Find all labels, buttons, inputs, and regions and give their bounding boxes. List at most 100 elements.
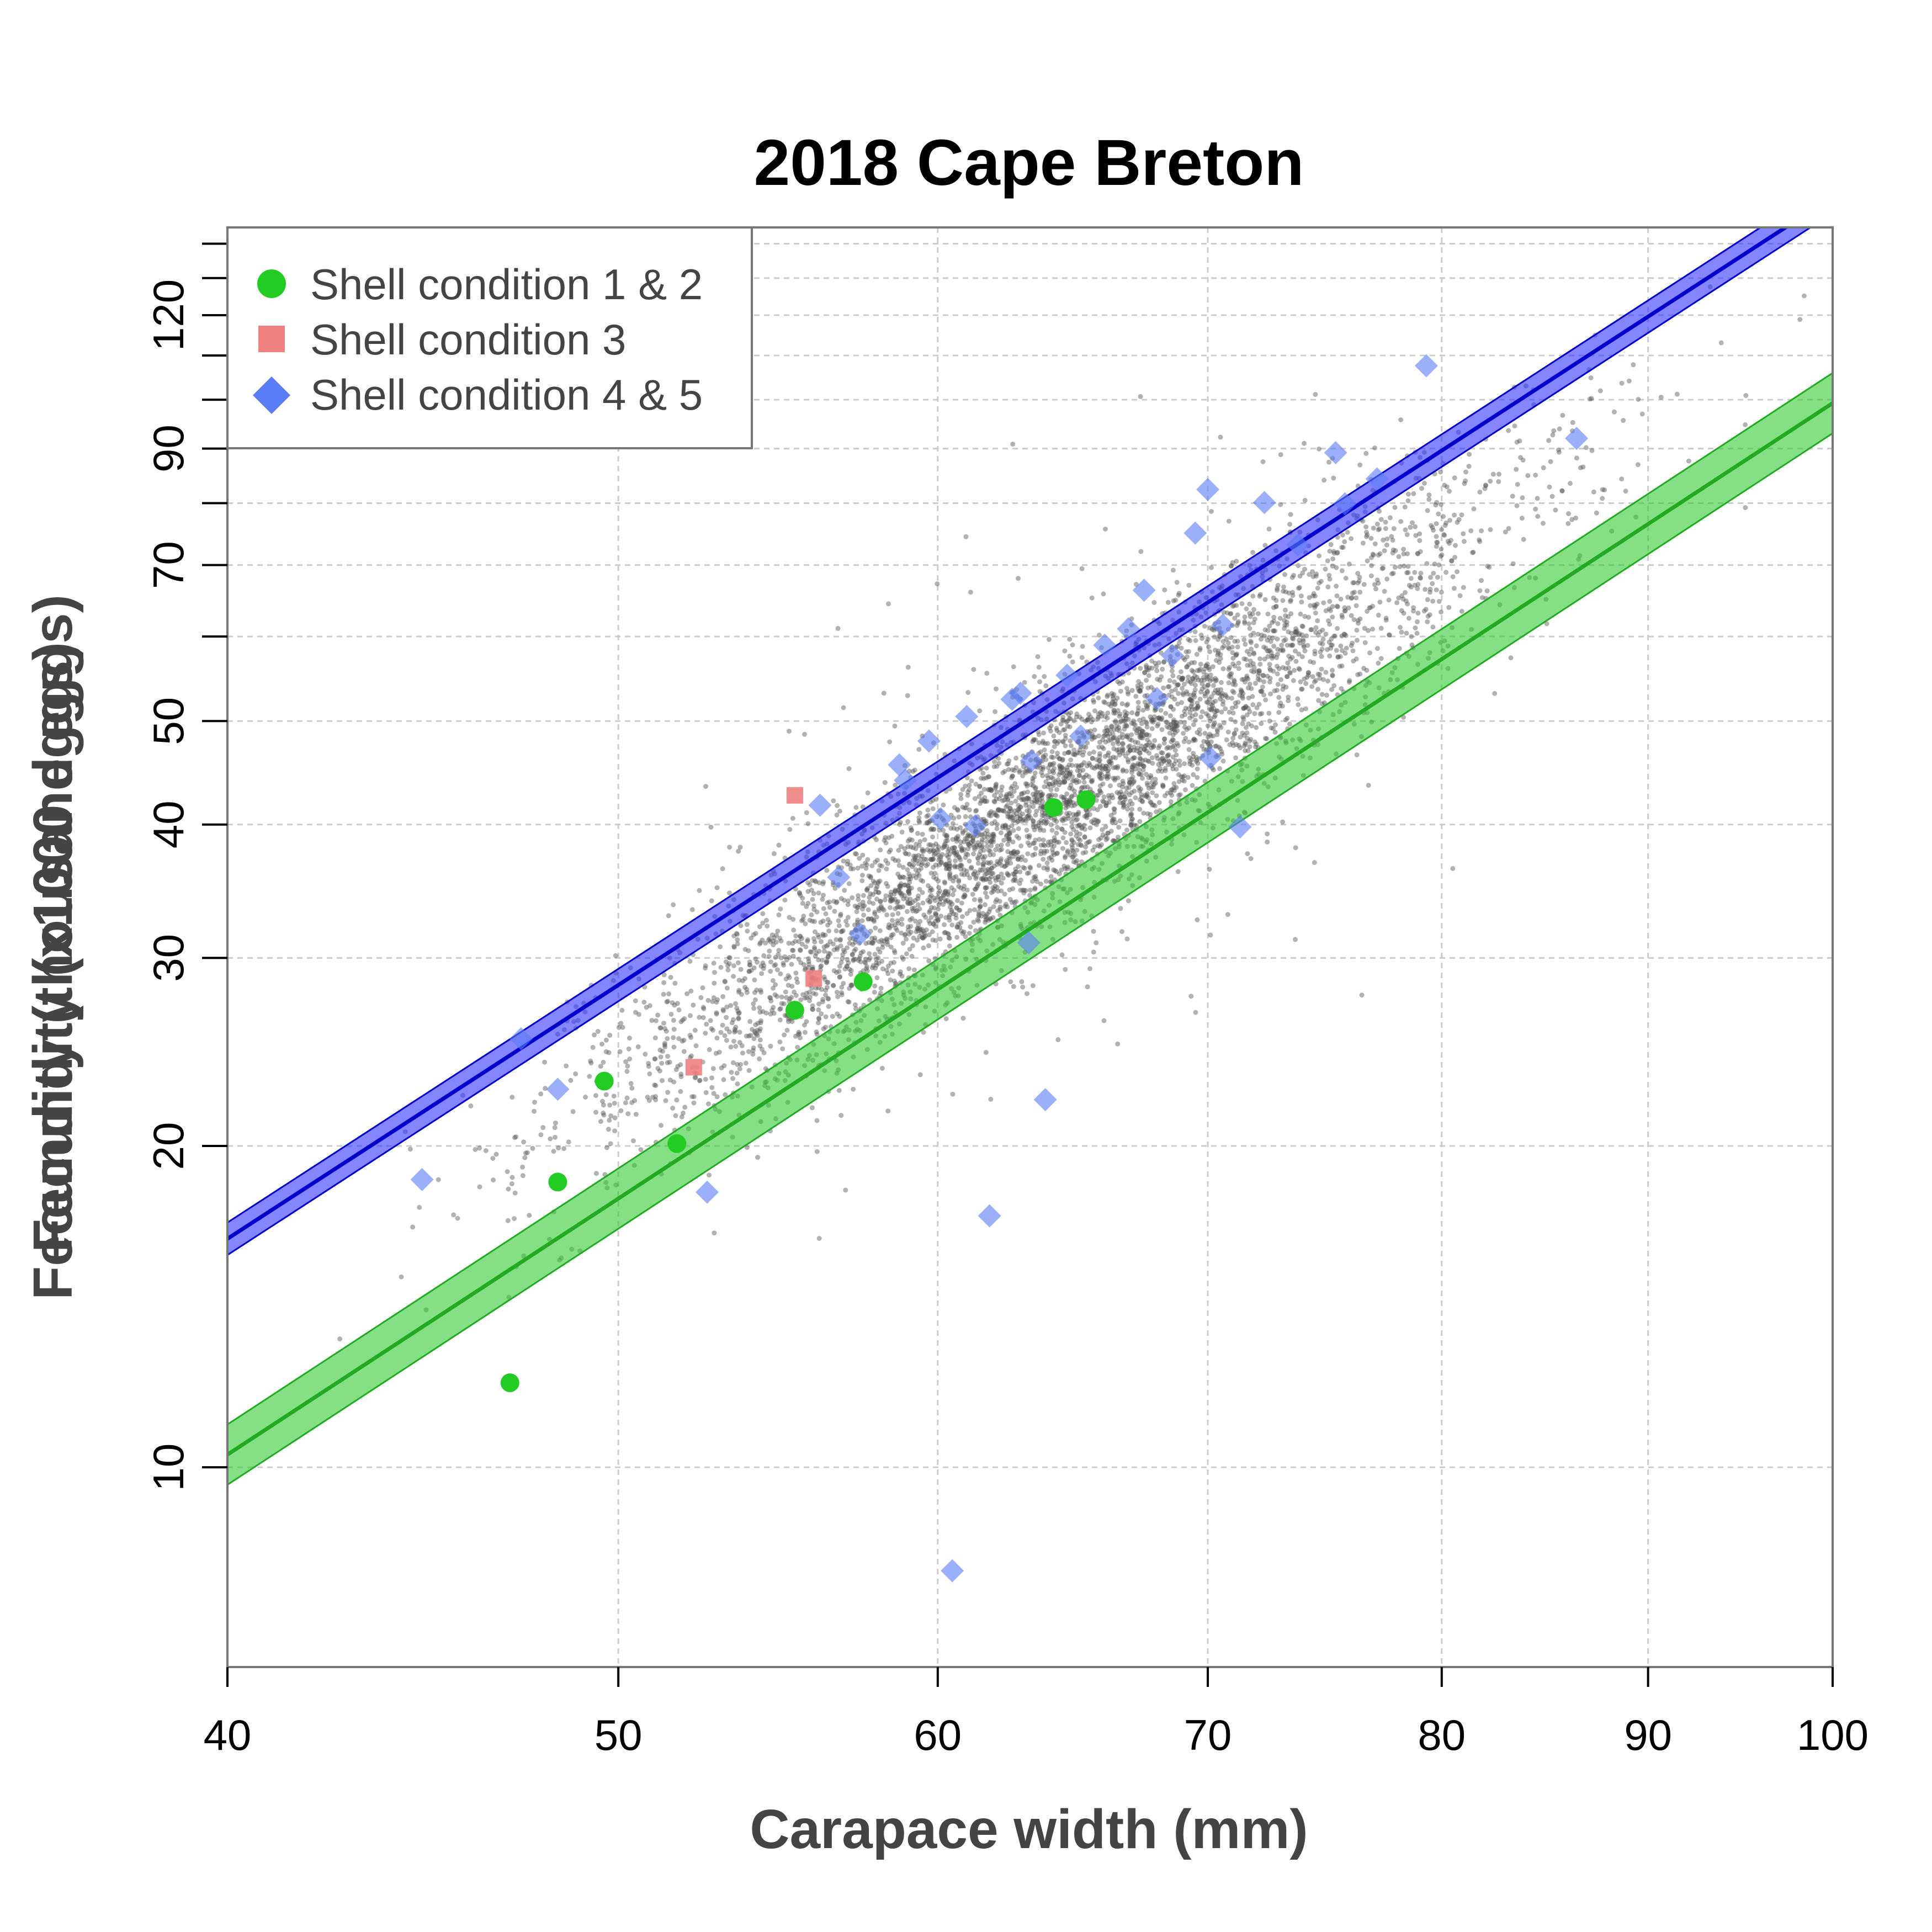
- background-point: [1061, 778, 1067, 784]
- background-point: [1138, 787, 1144, 792]
- background-point: [612, 1101, 617, 1106]
- background-point: [1165, 762, 1171, 767]
- background-point: [1286, 665, 1292, 671]
- background-point: [1214, 677, 1219, 683]
- background-point: [898, 875, 903, 880]
- background-point: [1452, 475, 1457, 481]
- background-point: [960, 1016, 966, 1021]
- background-point: [1299, 686, 1304, 692]
- background-point: [1108, 758, 1113, 764]
- background-point: [892, 922, 898, 927]
- background-point: [1105, 830, 1111, 836]
- background-point: [884, 936, 889, 942]
- background-point: [1154, 809, 1159, 815]
- background-point: [1252, 739, 1257, 745]
- background-point: [623, 1059, 629, 1064]
- background-point: [1170, 737, 1175, 742]
- background-point: [846, 881, 852, 887]
- background-point: [768, 1043, 773, 1049]
- background-point: [989, 843, 994, 848]
- background-point: [1066, 762, 1072, 768]
- background-point: [1023, 799, 1029, 805]
- background-point: [1398, 625, 1403, 630]
- background-point: [1436, 562, 1442, 567]
- background-point: [1081, 760, 1087, 765]
- background-point: [816, 1001, 822, 1007]
- background-point: [1279, 643, 1285, 648]
- background-point: [784, 957, 789, 963]
- background-point: [845, 945, 850, 951]
- background-point: [1060, 728, 1066, 733]
- background-point: [1191, 669, 1196, 675]
- background-point: [1178, 719, 1183, 725]
- background-point: [1187, 759, 1193, 764]
- background-point: [1479, 528, 1484, 534]
- background-point: [1039, 770, 1044, 776]
- background-point: [977, 783, 983, 789]
- background-point: [1470, 550, 1475, 555]
- background-point: [1257, 712, 1263, 717]
- background-point: [942, 922, 947, 927]
- background-point: [798, 893, 803, 898]
- background-point: [673, 1067, 679, 1073]
- background-point: [1217, 723, 1222, 728]
- background-point: [766, 937, 772, 943]
- background-point: [1097, 765, 1102, 770]
- background-point: [999, 871, 1004, 877]
- background-point: [1300, 570, 1305, 576]
- background-point: [1108, 813, 1114, 818]
- background-point: [751, 1001, 756, 1006]
- background-point: [1100, 781, 1106, 787]
- background-point: [905, 867, 910, 872]
- background-point: [1024, 827, 1029, 833]
- background-point: [1097, 776, 1103, 781]
- background-point: [1124, 827, 1129, 833]
- background-point: [718, 965, 724, 970]
- background-point: [887, 739, 893, 745]
- background-point: [773, 940, 779, 945]
- background-point: [991, 832, 996, 837]
- background-point: [1000, 770, 1006, 776]
- background-point: [1266, 649, 1271, 654]
- background-point: [1326, 459, 1332, 465]
- background-point: [1428, 575, 1434, 580]
- background-point: [1262, 597, 1268, 602]
- background-point: [994, 826, 1000, 831]
- background-point: [948, 825, 954, 831]
- background-point: [898, 885, 903, 890]
- background-point: [1559, 488, 1565, 493]
- background-point: [740, 1050, 745, 1056]
- background-point: [1186, 706, 1192, 712]
- background-point: [1016, 806, 1021, 812]
- background-point: [1129, 777, 1134, 782]
- background-point: [1047, 761, 1053, 767]
- background-point: [735, 937, 740, 942]
- background-point: [1012, 768, 1017, 773]
- background-point: [989, 835, 995, 840]
- background-point: [1297, 574, 1303, 579]
- background-point: [1007, 814, 1012, 819]
- background-point: [918, 877, 923, 883]
- background-point: [1025, 795, 1030, 800]
- background-point: [1591, 489, 1596, 495]
- background-point: [1064, 811, 1069, 816]
- background-point: [697, 1078, 702, 1084]
- background-point: [813, 953, 818, 959]
- background-point: [668, 1011, 674, 1017]
- background-point: [737, 1040, 742, 1045]
- background-point: [885, 861, 890, 866]
- background-point: [1120, 778, 1126, 784]
- background-point: [1382, 588, 1387, 594]
- background-point: [935, 894, 941, 900]
- background-point: [1231, 690, 1236, 696]
- background-point: [806, 962, 811, 967]
- background-point: [954, 935, 960, 940]
- background-point: [825, 996, 831, 1001]
- background-point: [1147, 665, 1152, 671]
- background-point: [1626, 378, 1632, 384]
- background-point: [1192, 673, 1198, 678]
- background-point: [1312, 649, 1318, 654]
- background-point: [1159, 750, 1164, 755]
- background-point: [842, 898, 847, 903]
- background-point: [999, 830, 1004, 836]
